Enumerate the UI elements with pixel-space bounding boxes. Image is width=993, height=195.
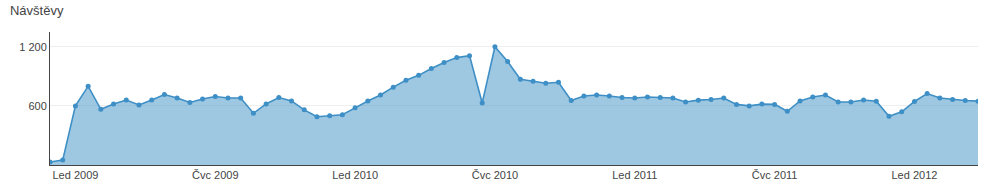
svg-text:600: 600 <box>28 100 46 112</box>
svg-text:Led 2009: Led 2009 <box>52 169 98 181</box>
svg-text:Čvc 2010: Čvc 2010 <box>472 169 518 181</box>
svg-text:Čvc 2009: Čvc 2009 <box>192 169 238 181</box>
svg-text:1 200: 1 200 <box>19 41 47 53</box>
svg-text:Návštěvy: Návštěvy <box>10 3 64 18</box>
svg-text:Čvc 2011: Čvc 2011 <box>752 169 798 181</box>
svg-text:Led 2011: Led 2011 <box>612 169 657 181</box>
svg-text:Led 2012: Led 2012 <box>891 169 937 181</box>
svg-text:Led 2010: Led 2010 <box>332 169 378 181</box>
